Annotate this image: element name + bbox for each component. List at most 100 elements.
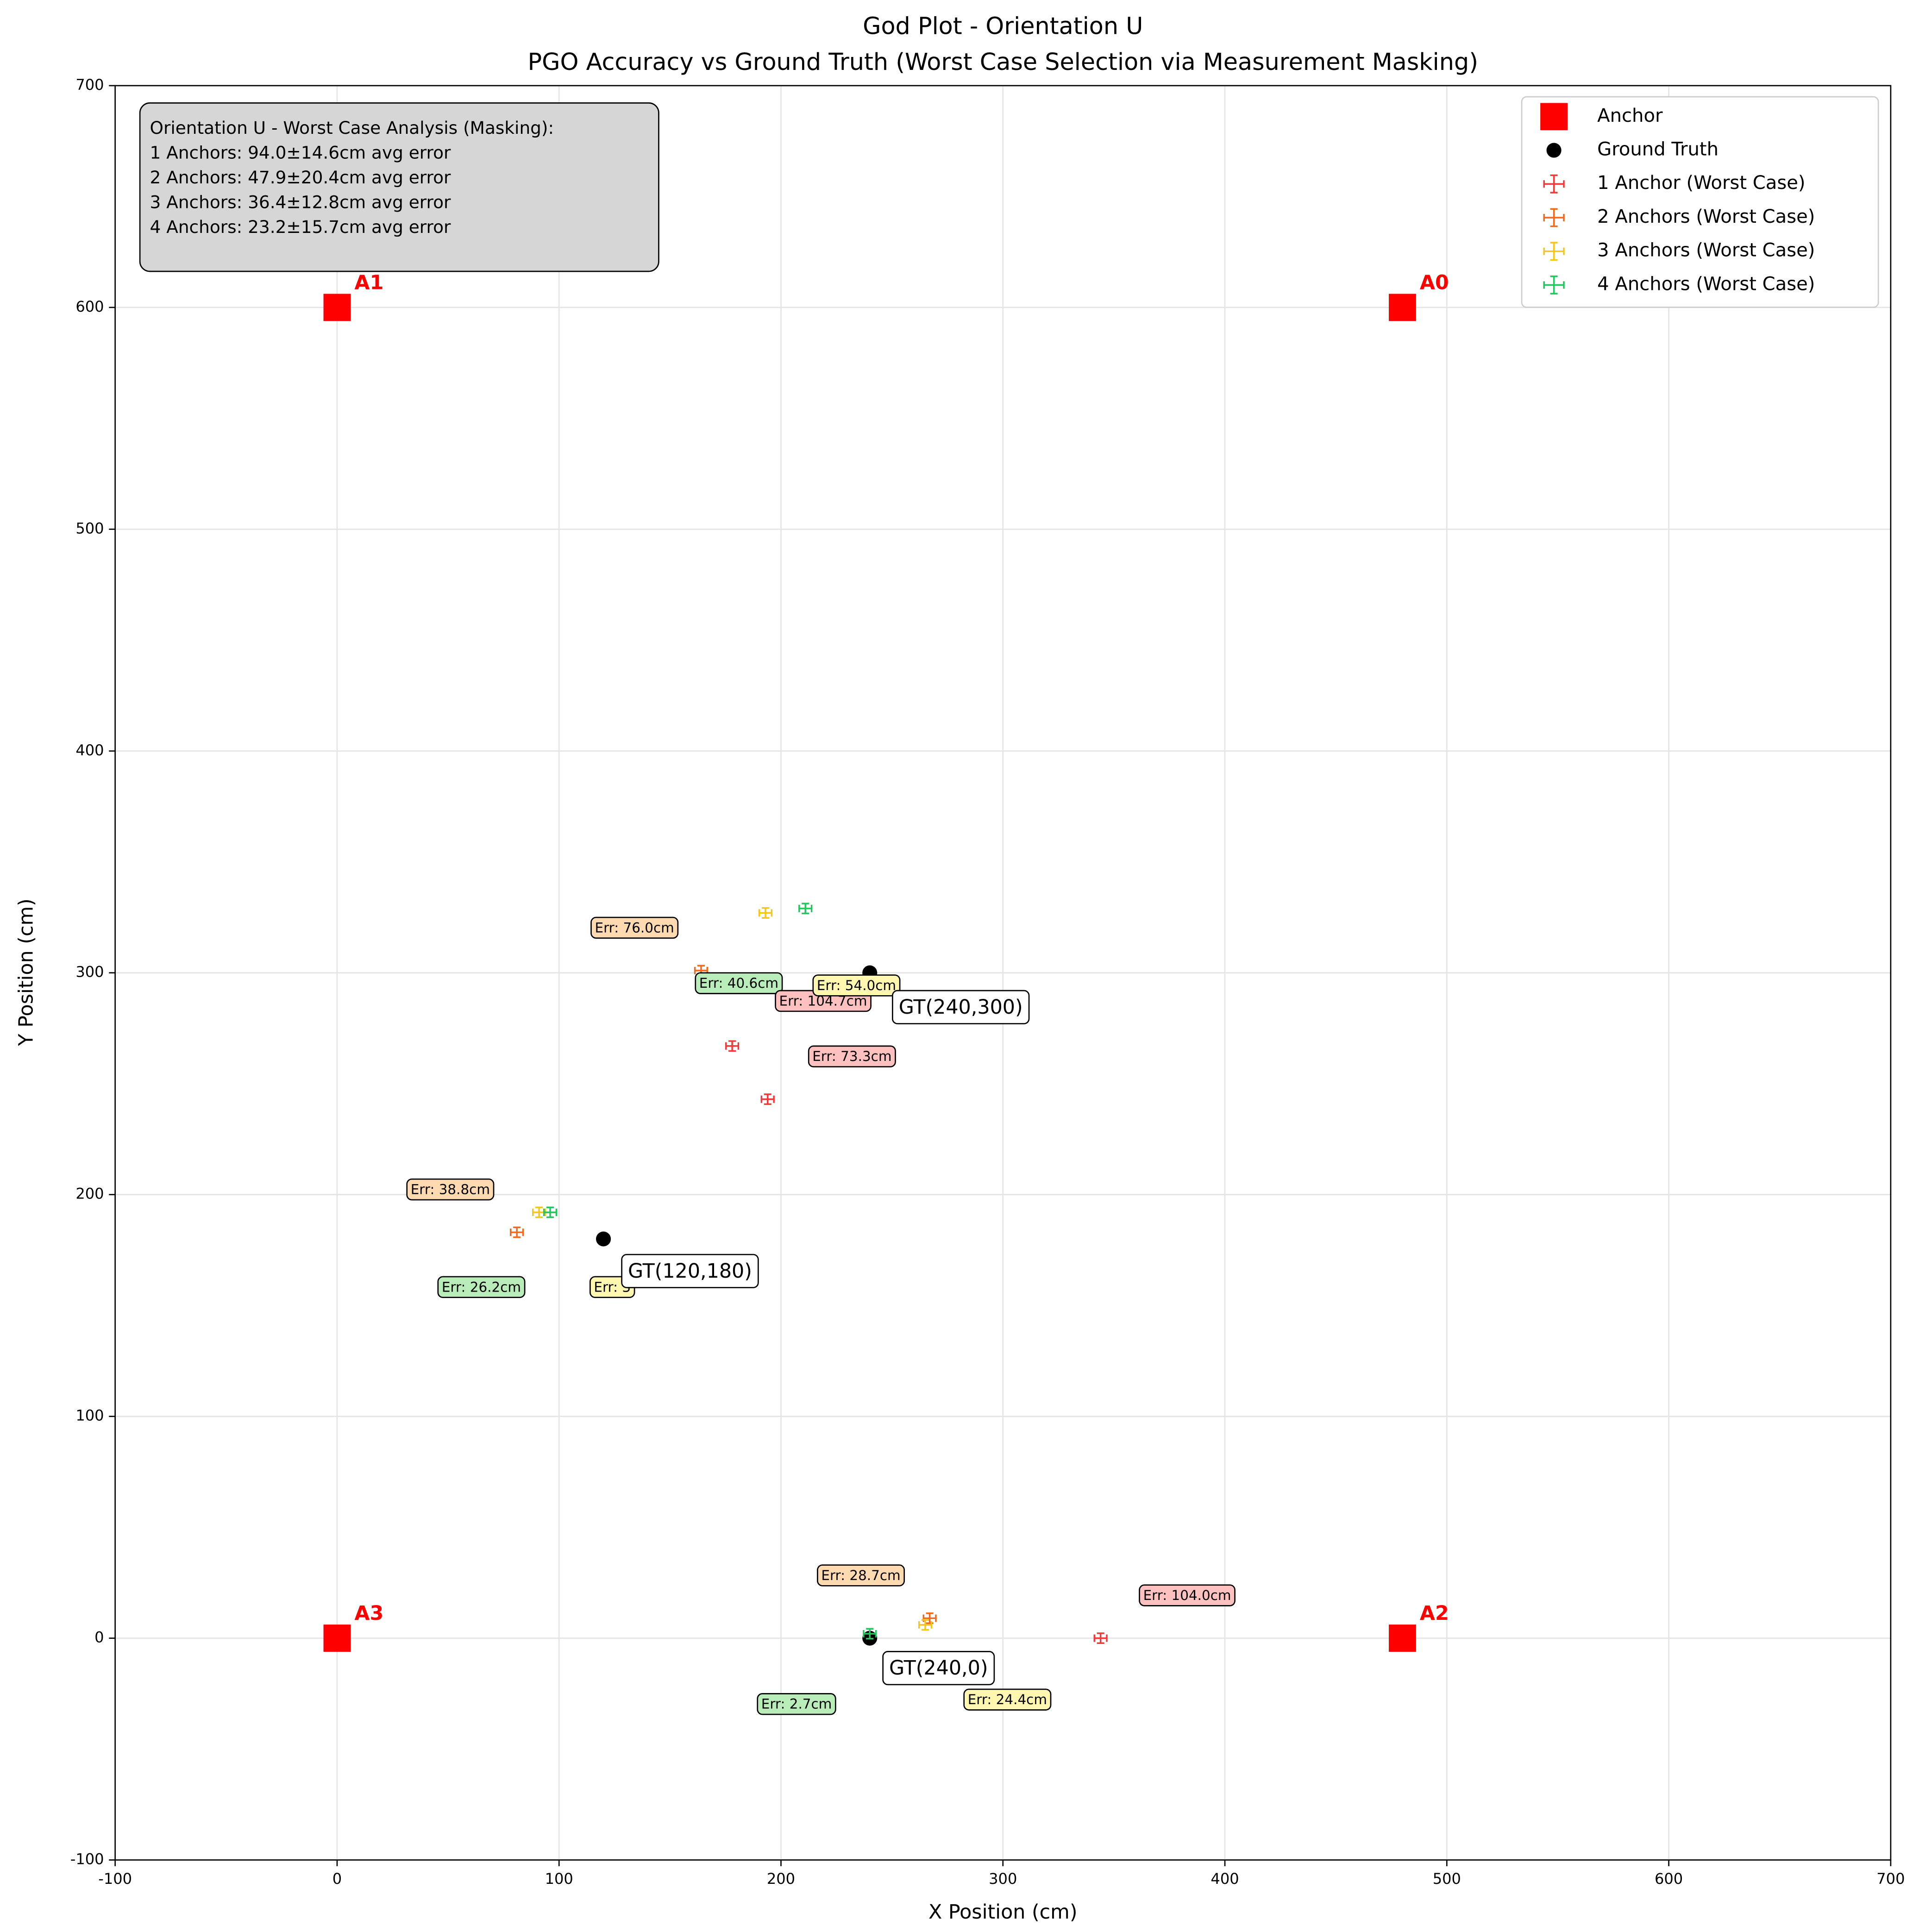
info-line: Orientation U - Worst Case Analysis (Mas… bbox=[150, 118, 554, 138]
chart-subtitle: PGO Accuracy vs Ground Truth (Worst Case… bbox=[527, 48, 1478, 75]
anchor-label: A3 bbox=[354, 1602, 383, 1625]
x-axis-label: X Position (cm) bbox=[928, 1901, 1078, 1924]
dot bbox=[1546, 143, 1562, 158]
info-box: Orientation U - Worst Case Analysis (Mas… bbox=[139, 102, 659, 272]
annotation-text: GT(240,0) bbox=[889, 1656, 988, 1680]
y-tick-label: 600 bbox=[75, 298, 104, 315]
x-tick-label: 700 bbox=[1876, 1870, 1905, 1888]
point bbox=[510, 1226, 524, 1238]
dot bbox=[596, 1231, 611, 1247]
square bbox=[1389, 294, 1416, 321]
annotation-box bbox=[757, 1693, 836, 1715]
annotation: Err: 24.4cm bbox=[963, 1688, 1052, 1711]
legend-label: Ground Truth bbox=[1597, 139, 1719, 160]
annotation: Err: 76.0cm bbox=[590, 916, 679, 939]
info-line: 2 Anchors: 47.9±20.4cm avg error bbox=[150, 167, 451, 188]
square bbox=[1389, 1625, 1416, 1652]
annotation-text: Err: 104.0cm bbox=[1143, 1587, 1231, 1603]
legend-marker bbox=[1546, 143, 1562, 158]
info-line: 1 Anchors: 94.0±14.6cm avg error bbox=[150, 142, 451, 163]
annotation-text: Err: 38.8cm bbox=[411, 1182, 490, 1198]
annotation-box bbox=[437, 1276, 526, 1298]
annotation: GT(120,180) bbox=[621, 1254, 759, 1288]
y-tick-label: -100 bbox=[70, 1850, 104, 1868]
point bbox=[918, 1619, 933, 1631]
point bbox=[323, 294, 351, 321]
annotation-text: GT(120,180) bbox=[628, 1260, 752, 1283]
annotation: Err: 2.7cm bbox=[757, 1693, 836, 1715]
point bbox=[596, 1231, 611, 1247]
annotation-text: GT(240,300) bbox=[899, 996, 1023, 1019]
annotation-text: Err: 24.4cm bbox=[968, 1692, 1047, 1707]
annotation-box bbox=[963, 1688, 1052, 1711]
annotation-box bbox=[812, 974, 901, 997]
annotation-text: Err: 76.0cm bbox=[595, 920, 674, 935]
annotation-text: Err: 26.2cm bbox=[442, 1279, 521, 1295]
legend-marker bbox=[1540, 103, 1568, 131]
annotation-text: Err: 28.7cm bbox=[821, 1568, 900, 1583]
annotation: Err: 54.0cm bbox=[812, 974, 901, 997]
x-tick-label: 300 bbox=[989, 1870, 1017, 1888]
annotation-box bbox=[695, 972, 783, 994]
y-tick-label: 300 bbox=[75, 963, 104, 981]
annotation-text: Err: 54.0cm bbox=[817, 978, 896, 993]
point bbox=[922, 1612, 937, 1624]
legend-label: Anchor bbox=[1597, 105, 1663, 126]
annotation-box bbox=[808, 1045, 896, 1067]
annotation-box bbox=[406, 1178, 495, 1201]
annotation: Err: 26.2cm bbox=[437, 1276, 526, 1298]
square bbox=[323, 294, 351, 321]
y-tick-label: 100 bbox=[75, 1407, 104, 1424]
plot-frame bbox=[114, 85, 1892, 1861]
legend-frame bbox=[1521, 96, 1879, 308]
annotation-text: Err: 73.3cm bbox=[812, 1048, 891, 1064]
square bbox=[323, 1625, 351, 1652]
point bbox=[760, 1093, 775, 1105]
annotation: GT(240,300) bbox=[892, 990, 1030, 1024]
point bbox=[323, 1625, 351, 1652]
legend-label: 4 Anchors (Worst Case) bbox=[1597, 273, 1815, 295]
legend-marker bbox=[1543, 208, 1565, 227]
square bbox=[1540, 103, 1568, 131]
info-line: 4 Anchors: 23.2±15.7cm avg error bbox=[150, 217, 451, 237]
x-tick-label: 100 bbox=[545, 1870, 573, 1888]
point bbox=[758, 907, 773, 919]
info-box-frame bbox=[139, 102, 659, 272]
x-tick-label: 0 bbox=[332, 1870, 342, 1888]
x-tick-label: 500 bbox=[1433, 1870, 1461, 1888]
legend-label: 3 Anchors (Worst Case) bbox=[1597, 240, 1815, 261]
chart-title: God Plot - Orientation U bbox=[863, 12, 1143, 39]
legend-label: 1 Anchor (Worst Case) bbox=[1597, 172, 1805, 194]
point bbox=[798, 903, 813, 915]
point bbox=[725, 1040, 740, 1052]
annotation: Err: 73.3cm bbox=[808, 1045, 896, 1067]
y-axis-label: Y Position (cm) bbox=[14, 898, 38, 1046]
annotation-box bbox=[892, 990, 1030, 1024]
y-tick-label: 200 bbox=[75, 1185, 104, 1203]
legend: Anchor Ground Truth 1 Anchor (Worst Case) 2… bbox=[1521, 96, 1879, 308]
anchor-label: A2 bbox=[1420, 1602, 1449, 1625]
x-tick-label: 200 bbox=[767, 1870, 795, 1888]
point bbox=[543, 1206, 558, 1218]
annotation: GT(240,0) bbox=[882, 1651, 995, 1686]
annotation-box bbox=[1139, 1584, 1236, 1606]
anchor-label: A1 bbox=[354, 271, 383, 295]
y-tick-label: 400 bbox=[75, 741, 104, 759]
annotation-box bbox=[882, 1651, 995, 1686]
annotation: Err: 104.0cm bbox=[1139, 1584, 1236, 1606]
annotation: Err: 28.7cm bbox=[817, 1564, 905, 1587]
legend-marker bbox=[1543, 174, 1565, 194]
anchor-label: A0 bbox=[1420, 271, 1449, 295]
annotation-text: Err: 2.7cm bbox=[761, 1696, 832, 1712]
point bbox=[863, 1628, 877, 1640]
x-tick-label: -100 bbox=[98, 1870, 132, 1888]
x-tick-label: 400 bbox=[1211, 1870, 1239, 1888]
annotation-box bbox=[621, 1254, 759, 1288]
point bbox=[1389, 294, 1416, 321]
y-tick-label: 700 bbox=[75, 76, 104, 94]
point bbox=[1389, 1625, 1416, 1652]
point bbox=[1093, 1632, 1108, 1644]
annotation-box bbox=[590, 916, 679, 939]
